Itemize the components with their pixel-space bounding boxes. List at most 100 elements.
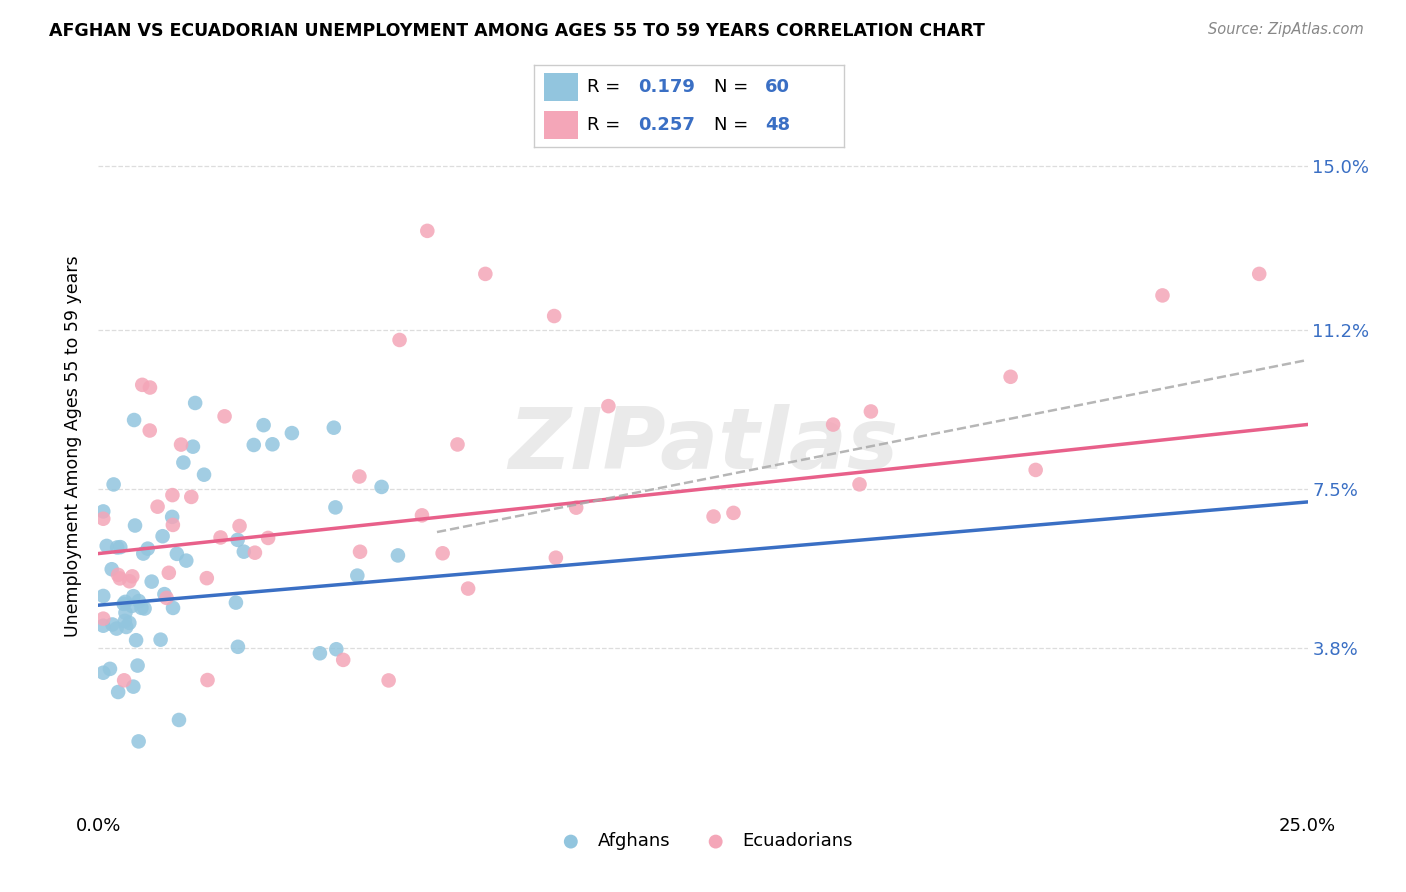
FancyBboxPatch shape <box>544 112 578 139</box>
Point <box>91 665 114 680</box>
Point <box>162 517 184 532</box>
Point <box>146 500 169 514</box>
Point <box>859 404 882 418</box>
Point <box>141 574 163 589</box>
Point <box>309 646 332 660</box>
Point <box>411 508 433 523</box>
Point <box>121 569 143 583</box>
Point <box>388 333 411 347</box>
Point <box>193 467 215 482</box>
Point <box>98 662 121 676</box>
Point <box>195 571 218 585</box>
Point <box>325 500 347 515</box>
Point <box>243 546 266 560</box>
Point <box>474 267 496 281</box>
Point <box>122 413 145 427</box>
Text: N =: N = <box>714 78 754 96</box>
Text: 60: 60 <box>765 78 790 96</box>
Point <box>1000 369 1022 384</box>
Point <box>124 518 146 533</box>
Point <box>105 541 128 555</box>
Point <box>322 420 344 434</box>
Point <box>115 620 138 634</box>
Point <box>139 380 162 394</box>
Point <box>136 541 159 556</box>
Legend: Afghans, Ecuadorians: Afghans, Ecuadorians <box>546 825 860 857</box>
Point <box>118 574 141 589</box>
Point <box>387 549 409 563</box>
Point <box>128 594 150 608</box>
Text: R =: R = <box>586 78 626 96</box>
Point <box>105 622 128 636</box>
Point <box>226 640 249 654</box>
Text: Source: ZipAtlas.com: Source: ZipAtlas.com <box>1208 22 1364 37</box>
Text: 0.179: 0.179 <box>638 78 695 96</box>
Point <box>162 601 184 615</box>
Point <box>153 587 176 601</box>
Point <box>170 437 193 451</box>
Point <box>226 533 249 547</box>
Point <box>131 600 153 615</box>
Point <box>114 606 136 620</box>
Point <box>172 456 194 470</box>
Point <box>103 477 125 491</box>
Point <box>160 509 183 524</box>
Point <box>703 509 725 524</box>
Point <box>166 547 188 561</box>
Point <box>134 601 156 615</box>
Point <box>157 566 180 580</box>
Text: N =: N = <box>714 116 754 134</box>
Point <box>1249 267 1271 281</box>
Point <box>543 309 565 323</box>
Point <box>332 653 354 667</box>
Point <box>128 734 150 748</box>
Point <box>91 612 114 626</box>
Point <box>457 582 479 596</box>
Point <box>96 539 118 553</box>
Point <box>132 547 155 561</box>
Point <box>114 595 136 609</box>
Point <box>228 519 250 533</box>
Point <box>446 437 468 451</box>
Point <box>155 591 177 605</box>
Point <box>110 540 132 554</box>
Point <box>281 426 304 441</box>
Point <box>167 713 190 727</box>
Point <box>107 567 129 582</box>
Point <box>723 506 745 520</box>
Text: R =: R = <box>586 116 626 134</box>
Point <box>122 680 145 694</box>
Point <box>108 571 131 585</box>
Point <box>823 417 845 432</box>
Point <box>121 599 143 613</box>
Point <box>138 424 160 438</box>
Point <box>377 673 399 688</box>
FancyBboxPatch shape <box>544 73 578 101</box>
Point <box>125 633 148 648</box>
Text: 0.257: 0.257 <box>638 116 695 134</box>
Point <box>181 440 204 454</box>
Point <box>349 545 371 559</box>
Point <box>152 529 174 543</box>
Point <box>848 477 870 491</box>
Point <box>225 596 247 610</box>
Point <box>209 531 232 545</box>
Point <box>232 544 254 558</box>
Point <box>112 673 135 688</box>
Point <box>180 490 202 504</box>
Point <box>131 377 153 392</box>
Point <box>346 568 368 582</box>
Point <box>544 550 567 565</box>
Point <box>565 500 588 515</box>
Point <box>174 554 197 568</box>
Point <box>91 589 114 603</box>
Point <box>1025 463 1047 477</box>
Point <box>100 562 122 576</box>
Point <box>432 546 454 560</box>
Point <box>598 399 620 413</box>
Point <box>214 409 236 424</box>
Point <box>197 673 219 687</box>
Text: 48: 48 <box>765 116 790 134</box>
Point <box>122 589 145 603</box>
Point <box>257 531 280 545</box>
